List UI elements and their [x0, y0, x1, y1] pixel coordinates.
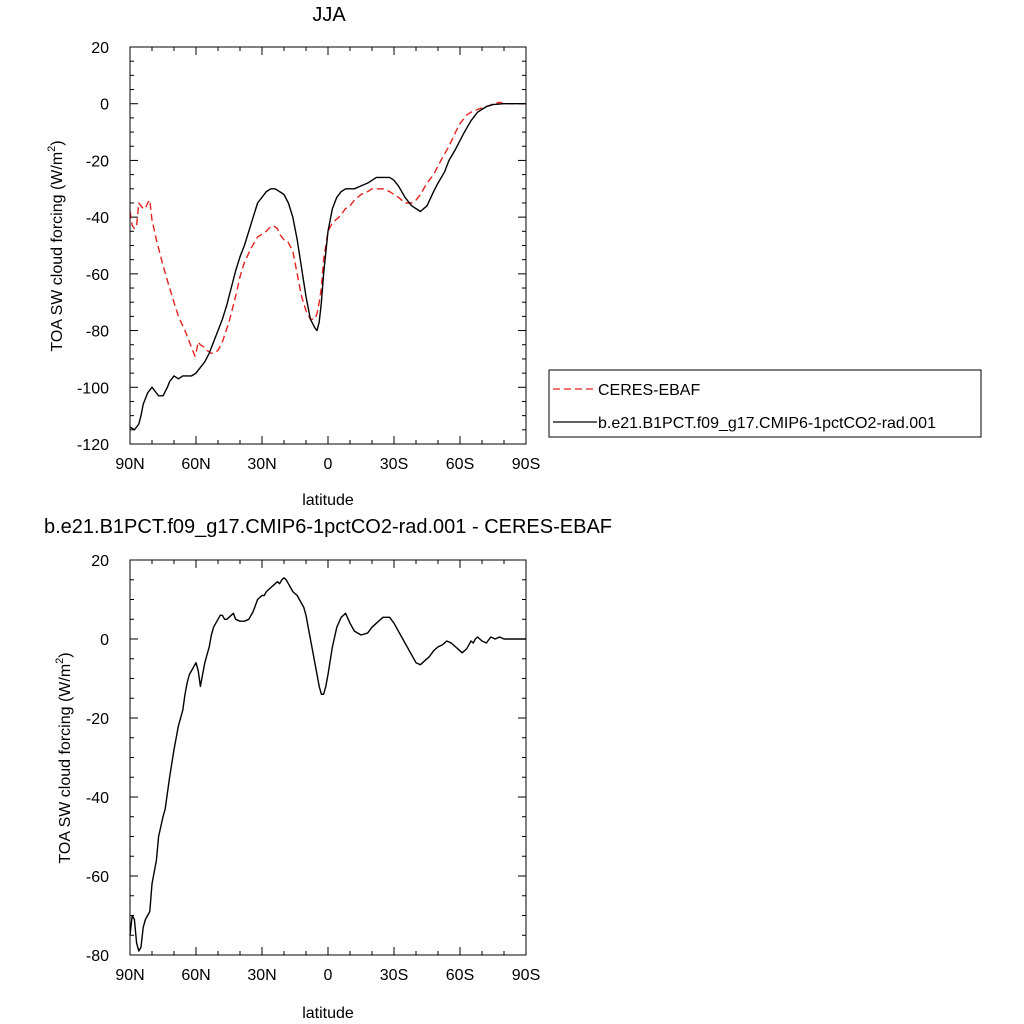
bottom-chart-y-tick-label: 0	[100, 632, 109, 649]
top-chart-series	[129, 101, 526, 431]
top-chart-y-tick-label: -80	[86, 324, 109, 341]
top-chart-tick-labels: 90N 60N 30N 0 30S 60S 90S -120 -100 -80 -60 -40 -20 0…	[77, 40, 540, 473]
bottom-chart-series	[129, 577, 526, 952]
top-chart-title: JJA	[312, 4, 346, 26]
top-chart-x-tick-label: 0	[324, 456, 333, 473]
bottom-chart-series-line-difference	[129, 577, 526, 952]
bottom-chart-x-tick-label: 60N	[181, 967, 210, 984]
top-chart-ticks	[129, 46, 527, 445]
bottom-chart-y-tick-label: 20	[91, 553, 109, 570]
bottom-chart-plot-frame	[129, 559, 527, 956]
top-chart-x-tick-label: 90S	[512, 456, 540, 473]
top-chart-series-line-b-e21-b1pct-f09-g17-cmip6-1pctco2-rad-001	[129, 102, 526, 431]
bottom-chart-panel: b.e21.B1PCT.f09_g17.CMIP6-1pctCO2-rad.00…	[44, 516, 612, 1022]
bottom-chart-y-axis-label: TOA SW cloud forcing (W/m2)	[54, 652, 74, 863]
top-chart-series-line-ceres-ebaf	[129, 101, 526, 357]
bottom-chart-x-axis-label: latitude	[302, 1005, 354, 1022]
top-chart-x-tick-label: 60S	[446, 456, 474, 473]
legend-label-model: b.e21.B1PCT.f09_g17.CMIP6-1pctCO2-rad.00…	[598, 415, 936, 432]
legend-label-ceres: CERES-EBAF	[598, 382, 700, 399]
top-chart-y-tick-label: -60	[86, 267, 109, 284]
top-chart-y-tick-label: -100	[77, 380, 109, 397]
top-chart-y-tick-label: 20	[91, 40, 109, 57]
legend: CERES-EBAF b.e21.B1PCT.f09_g17.CMIP6-1pc…	[548, 369, 982, 438]
top-chart-x-tick-label: 60N	[181, 456, 210, 473]
top-chart-x-tick-label: 30N	[247, 456, 276, 473]
bottom-chart-x-tick-label: 90S	[512, 967, 540, 984]
top-chart-x-tick-label: 30S	[380, 456, 408, 473]
bottom-chart-x-tick-label: 30S	[380, 967, 408, 984]
bottom-chart-tick-labels: 90N 60N 30N 0 30S 60S 90S -80 -60 -40 -20 0 20	[86, 553, 540, 984]
bottom-chart-x-tick-label: 0	[324, 967, 333, 984]
top-chart-plot-frame	[129, 46, 527, 445]
bottom-chart-y-tick-label: -60	[86, 869, 109, 886]
bottom-chart-ticks	[129, 559, 527, 956]
legend-box	[548, 369, 982, 438]
top-chart-y-tick-label: -20	[86, 153, 109, 170]
bottom-chart-x-tick-label: 30N	[247, 967, 276, 984]
bottom-chart-title: b.e21.B1PCT.f09_g17.CMIP6-1pctCO2-rad.00…	[44, 516, 612, 538]
top-chart-y-tick-label: -40	[86, 210, 109, 227]
top-chart-y-axis-label: TOA SW cloud forcing (W/m2)	[46, 140, 66, 351]
bottom-chart-x-tick-label: 60S	[446, 967, 474, 984]
bottom-chart-y-tick-label: -40	[86, 790, 109, 807]
top-chart-panel: JJA 90N 60N 30N 0 30S 60S 90S -120 -100 -80 -60 -40…	[46, 4, 982, 509]
top-chart-y-tick-label: -120	[77, 437, 109, 454]
bottom-chart-y-tick-label: -20	[86, 711, 109, 728]
top-chart-x-tick-label: 90N	[115, 456, 144, 473]
top-chart-x-axis-label: latitude	[302, 492, 354, 509]
top-chart-y-tick-label: 0	[100, 97, 109, 114]
bottom-chart-x-tick-label: 90N	[115, 967, 144, 984]
bottom-chart-y-tick-label: -80	[86, 948, 109, 965]
